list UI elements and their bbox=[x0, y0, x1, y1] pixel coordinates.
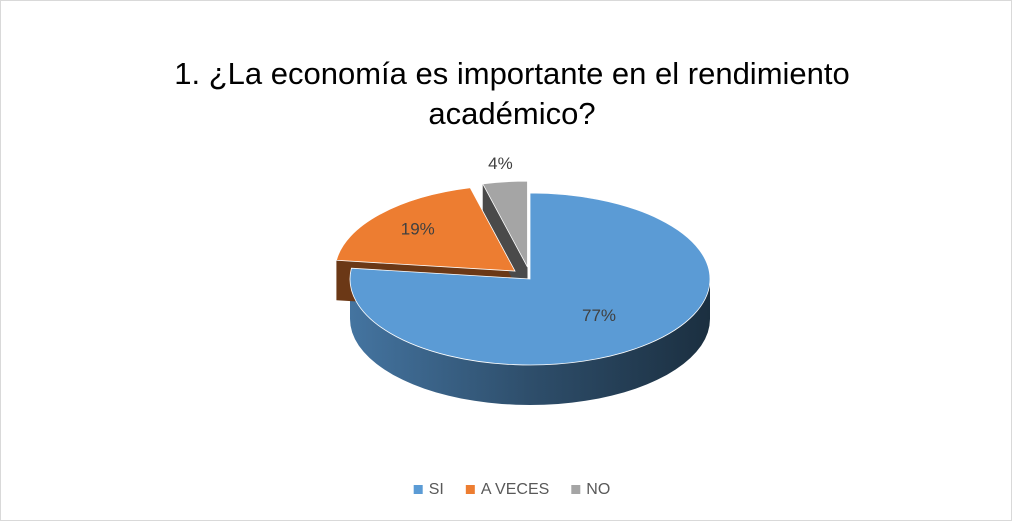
legend: SI A VECES NO bbox=[413, 481, 610, 498]
chart-title: académico? bbox=[428, 96, 595, 131]
chart-title: 1. ¿La economía es importante en el rend… bbox=[174, 56, 850, 91]
pie-slice bbox=[482, 180, 528, 268]
legend-marker bbox=[413, 485, 423, 494]
pie-tops bbox=[335, 180, 711, 366]
legend-marker bbox=[465, 485, 475, 494]
data-label: 19% bbox=[401, 220, 435, 239]
data-label: 77% bbox=[582, 306, 616, 325]
slice-side bbox=[350, 279, 710, 405]
legend-label: A VECES bbox=[481, 481, 549, 498]
pie-slice bbox=[335, 187, 516, 272]
data-label: 4% bbox=[488, 154, 513, 173]
legend-label: SI bbox=[429, 481, 444, 498]
pie-slice bbox=[349, 192, 711, 366]
slice-side bbox=[482, 183, 528, 308]
legend-label: NO bbox=[586, 481, 610, 498]
legend-marker bbox=[571, 485, 581, 494]
